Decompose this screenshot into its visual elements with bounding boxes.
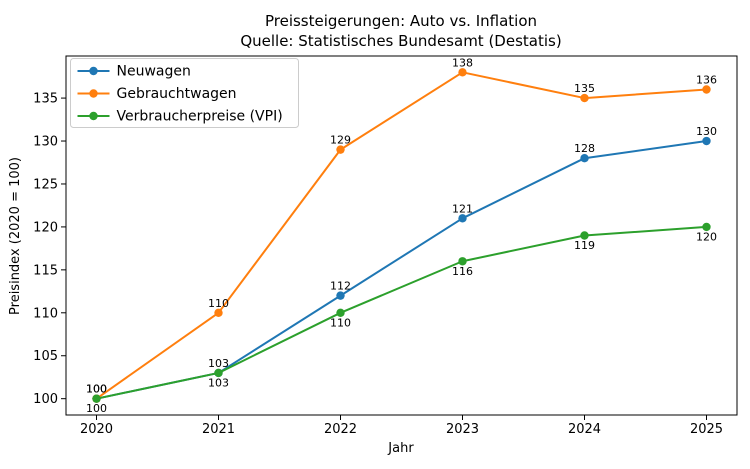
point-label: 129 <box>330 134 351 147</box>
legend-swatch-marker <box>89 66 98 76</box>
data-point <box>702 222 711 232</box>
point-label: 116 <box>452 265 473 278</box>
y-tick-label: 120 <box>33 220 58 235</box>
data-point <box>458 257 467 266</box>
data-point <box>92 394 101 403</box>
point-label: 110 <box>330 316 351 329</box>
legend-label: Neuwagen <box>117 64 191 80</box>
y-tick-label: 135 <box>33 92 58 107</box>
point-label: 138 <box>452 56 473 69</box>
point-label: 110 <box>208 297 229 310</box>
data-point <box>458 68 467 77</box>
legend-box <box>70 58 299 128</box>
data-point <box>580 154 589 163</box>
y-tick-label: 130 <box>33 135 58 150</box>
point-label: 119 <box>574 239 595 252</box>
point-label: 112 <box>330 280 351 293</box>
point-label: 121 <box>452 202 473 215</box>
series-line <box>95 71 707 400</box>
chart-subtitle: Quelle: Statistisches Bundesamt (Destati… <box>240 32 561 50</box>
y-tick-label: 115 <box>33 263 58 278</box>
data-point <box>336 291 345 300</box>
data-point <box>702 136 711 146</box>
y-tick-label: 125 <box>33 177 58 192</box>
point-label: 128 <box>574 142 595 155</box>
data-point <box>580 93 589 103</box>
x-tick-label: 2020 <box>80 422 113 437</box>
data-point <box>580 231 589 240</box>
point-label: 100 <box>86 383 107 396</box>
y-tick-label: 110 <box>33 306 58 321</box>
point-label: 100 <box>86 402 107 415</box>
plot-area: 2020 2021 2022 2023 2024 2025 100 105 110 115 120 1… <box>33 55 738 437</box>
point-label: 120 <box>696 230 717 243</box>
point-label: 103 <box>208 357 229 370</box>
point-label: 135 <box>574 82 595 95</box>
point-label: 103 <box>208 376 229 389</box>
x-tick-label: 2022 <box>324 422 357 437</box>
y-axis-label: Preisindex (2020 = 100) <box>8 157 23 315</box>
point-label: 136 <box>696 73 717 86</box>
plot-border <box>65 55 738 416</box>
data-point <box>458 214 467 223</box>
point-label: 130 <box>696 125 717 138</box>
data-point <box>214 368 223 378</box>
series-line <box>96 140 707 400</box>
legend-label: Verbraucherpreise (VPI) <box>117 109 283 125</box>
data-point <box>702 85 711 94</box>
legend-swatch-marker <box>89 111 98 121</box>
data-point <box>336 145 345 154</box>
x-axis-label: Jahr <box>387 441 414 456</box>
x-tick-label: 2025 <box>690 422 723 437</box>
legend-label: Gebrauchtwagen <box>117 86 237 102</box>
y-tick-label: 100 <box>33 392 58 407</box>
x-tick-label: 2023 <box>446 422 479 437</box>
chart-title: Preissteigerungen: Auto vs. Inflation <box>265 12 537 30</box>
legend-swatch-marker <box>89 89 98 98</box>
series-line <box>96 225 707 400</box>
y-tick-label: 105 <box>33 349 58 364</box>
data-point <box>214 308 223 317</box>
x-tick-label: 2024 <box>568 422 601 437</box>
x-tick-label: 2021 <box>202 422 235 437</box>
data-point <box>336 308 345 317</box>
point-label: 100 <box>86 383 107 396</box>
